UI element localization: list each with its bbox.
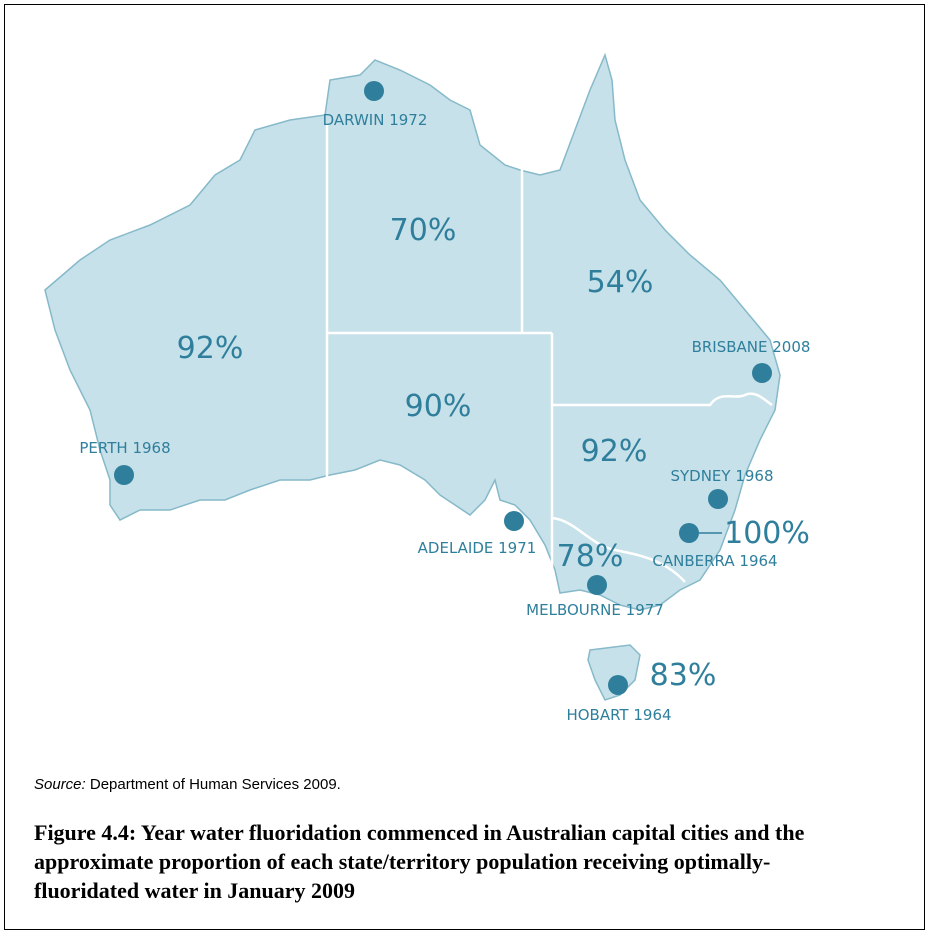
region-label: 100% bbox=[724, 516, 810, 551]
region-label: 90% bbox=[405, 389, 472, 424]
city-label: DARWIN 1972 bbox=[323, 111, 428, 129]
region-label: 83% bbox=[650, 658, 717, 693]
city-dot bbox=[708, 489, 728, 509]
city-label: HOBART 1964 bbox=[566, 706, 671, 724]
source-text: Department of Human Services 2009. bbox=[89, 776, 341, 793]
city-dots bbox=[114, 81, 772, 695]
frame bbox=[4, 4, 925, 930]
region-label: 92% bbox=[581, 434, 648, 469]
region-label: 92% bbox=[177, 331, 244, 366]
city-dot bbox=[587, 575, 607, 595]
city-label: BRISBANE 2008 bbox=[692, 338, 811, 356]
source-prefix: Source: bbox=[34, 776, 86, 793]
caption: Figure 4.4: Year water fluoridation comm… bbox=[34, 820, 805, 903]
city-label: SYDNEY 1968 bbox=[670, 467, 773, 485]
city-dot bbox=[752, 363, 772, 383]
border bbox=[552, 392, 773, 407]
city-label: MELBOURNE 1977 bbox=[526, 601, 664, 619]
region-label: 78% bbox=[557, 539, 624, 574]
city-dot bbox=[608, 675, 628, 695]
city-dot bbox=[114, 465, 134, 485]
city-label: PERTH 1968 bbox=[79, 439, 170, 457]
source: Source: Department of Human Services 200… bbox=[34, 776, 341, 793]
borders bbox=[325, 125, 773, 592]
city-dot bbox=[504, 511, 524, 531]
city-dot bbox=[679, 523, 699, 543]
region-label: 70% bbox=[390, 213, 457, 248]
map: 70% 54% 92% 90% 92% 78% 100% 83% DARWIN … bbox=[44, 52, 811, 724]
city-label: ADELAIDE 1971 bbox=[418, 539, 537, 557]
region-label: 54% bbox=[587, 265, 654, 300]
border bbox=[551, 516, 686, 583]
city-label: CANBERRA 1964 bbox=[652, 552, 777, 570]
city-dot bbox=[364, 81, 384, 101]
